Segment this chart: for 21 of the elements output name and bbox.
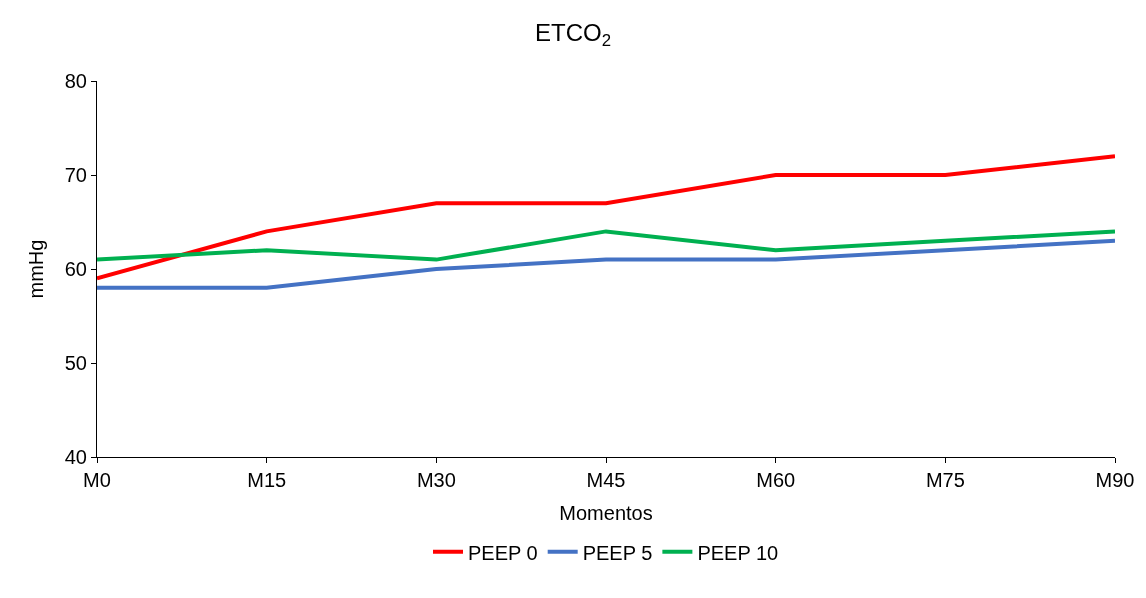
y-tick-label: 50 <box>64 352 87 374</box>
chart-title: ETCO$_{2}$ <box>534 18 612 50</box>
line-series <box>97 238 1115 290</box>
y-axis-title: mmHg <box>25 239 48 299</box>
legend-label: PEEP 0 <box>468 541 538 564</box>
y-tick-label: 40 <box>64 446 87 468</box>
y-tick-label: 70 <box>64 164 87 186</box>
x-axis-title: Momentos <box>559 501 653 524</box>
x-tick-label: M15 <box>247 469 287 491</box>
y-tick-label: 80 <box>64 70 87 92</box>
x-tick-label: M30 <box>416 469 456 491</box>
x-tick-label: M0 <box>83 469 111 491</box>
line-series <box>97 154 1115 281</box>
x-tick-label: M60 <box>756 469 796 491</box>
x-tick-label: M45 <box>586 469 626 491</box>
x-tick-label: M75 <box>925 469 965 491</box>
legend-label: PEEP 10 <box>697 541 779 564</box>
x-tick-label: M90 <box>1095 469 1135 491</box>
y-tick-label: 60 <box>64 258 87 280</box>
legend-label: PEEP 5 <box>582 541 653 564</box>
line-series <box>97 229 1115 262</box>
